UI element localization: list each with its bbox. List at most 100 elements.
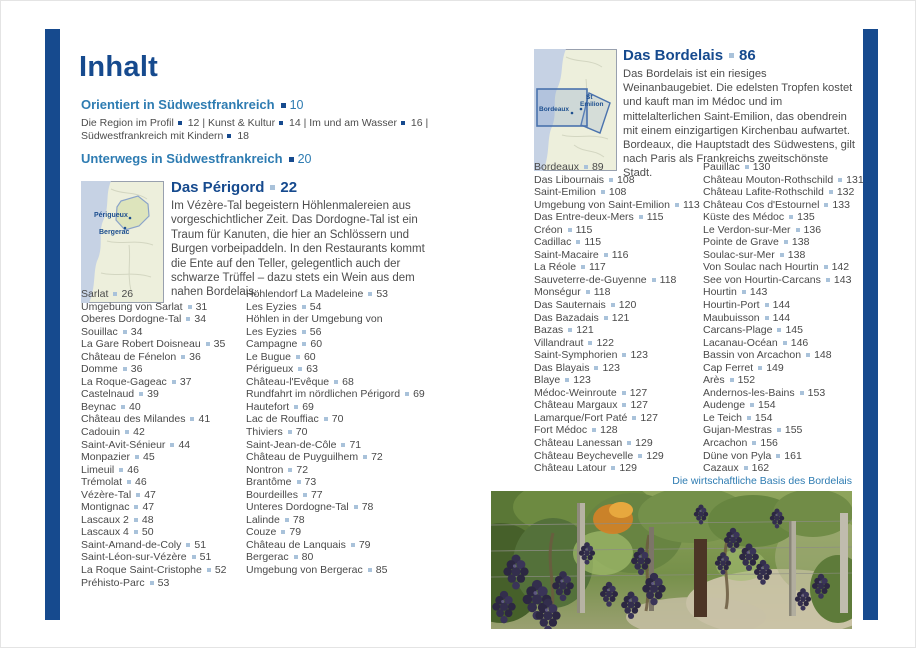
toc-entry-page-number: 118 — [593, 286, 611, 299]
toc-entry: Château Cos d'Estournel 133 — [703, 199, 861, 212]
bullet-square-icon — [135, 455, 140, 460]
toc-entry: Limeuil 46 — [81, 464, 244, 477]
toc-entry-label: Arcachon — [703, 437, 748, 450]
bullet-square-icon — [302, 342, 307, 347]
toc-entry-label: Thiviers — [246, 426, 283, 439]
bullet-square-icon — [799, 390, 804, 395]
bullet-square-icon — [795, 227, 800, 232]
toc-entry-label: See von Hourtin-Carcans — [703, 273, 821, 286]
toc-entry-label: Umgebung von Bergerac — [246, 564, 363, 577]
bullet-square-icon — [824, 202, 829, 207]
bullet-square-icon — [622, 353, 627, 358]
bullet-square-icon — [287, 430, 292, 435]
bullet-square-icon — [585, 290, 590, 295]
toc-entry-label: Carcans-Plage — [703, 324, 773, 337]
toc-entry-page-number: 56 — [309, 325, 322, 338]
bordelais-description: Das Bordelais ist ein riesiges Weinanbau… — [623, 68, 855, 180]
toc-entry: Bourdeilles 77 — [246, 489, 442, 502]
toc-entry-label: Couze — [246, 526, 277, 539]
toc-entry: Le Bugue 60 — [246, 351, 442, 364]
bullet-square-icon — [622, 403, 627, 408]
toc-entry-page-number: 156 — [760, 437, 778, 450]
toc-entry-page-number: 108 — [608, 186, 627, 199]
bullet-square-icon — [113, 292, 118, 296]
toc-entry: Von Soulac nach Hourtin 142 — [703, 261, 861, 274]
toc-entry: Höhlendorf La Madeleine 53 — [246, 288, 442, 301]
toc-entry: Das Libournais 108 — [534, 174, 702, 187]
bullet-square-icon — [651, 277, 656, 282]
toc-entry: Gujan-Mestras 155 — [703, 424, 861, 437]
toc-entry-page-number: 44 — [178, 438, 191, 451]
toc-entry: Pointe de Grave 138 — [703, 236, 861, 249]
toc-entry: Lamarque/Fort Paté 127 — [534, 412, 702, 425]
bullet-square-icon — [187, 304, 192, 309]
toc-entry-page-number: 48 — [141, 513, 154, 526]
bordelais-map: Bordeaux St Emilion — [534, 49, 617, 171]
toc-entry: La Roque Saint-Cristophe 52 — [81, 564, 244, 577]
photo-caption: Die wirtschaftliche Basis des Bordelais — [672, 475, 852, 487]
bullet-square-icon — [764, 315, 769, 320]
toc-entry-label: Montignac — [81, 501, 130, 514]
bullet-square-icon — [611, 466, 616, 471]
toc-column-bordelais-1: Bordeaux 89 Das Libournais 108 Saint-Emilion… — [534, 161, 702, 475]
toc-entry-label: Saint-Léon-sur-Vézère — [81, 551, 187, 564]
toc-entry-page-number: 69 — [413, 388, 425, 401]
bullet-square-icon — [281, 530, 286, 535]
toc-entry-page-number: 122 — [596, 336, 614, 349]
bullet-square-icon — [170, 442, 175, 447]
bordelais-block: Das Bordelais 86 Das Bordelais ist ein ri… — [623, 47, 857, 181]
toc-entry: La Réole 117 — [534, 261, 702, 274]
bullet-square-icon — [367, 568, 372, 573]
toc-entry-label: Pauillac — [703, 161, 740, 173]
toc-entry: Pauillac 130 — [703, 161, 861, 174]
toc-entry: Höhlen in der Umgebung von — [246, 313, 442, 326]
bullet-square-icon — [139, 392, 144, 397]
map-label-emilion: Emilion — [580, 101, 604, 108]
bullet-square-icon — [838, 177, 843, 182]
toc-entry-label: Lascaux 4 — [81, 526, 129, 539]
bullet-square-icon — [133, 517, 138, 522]
toc-entry: Monségur 118 — [534, 286, 702, 299]
toc-entry-page-number: 154 — [758, 399, 776, 412]
toc-entry-label: Créon — [534, 223, 563, 236]
toc-entry-label: Saint-Amand-de-Coly — [81, 538, 182, 551]
toc-entry-page-number: 144 — [772, 299, 791, 312]
toc-entry-page-number: 143 — [833, 273, 852, 286]
toc-entry-page-number: 128 — [600, 424, 618, 437]
toc-entry-label: Château de Fénelon — [81, 350, 177, 363]
bullet-square-icon — [149, 580, 154, 585]
toc-entry: Château Margaux 127 — [534, 399, 702, 412]
bullet-square-icon — [298, 367, 303, 372]
toc-entry: Blaye 123 — [534, 374, 702, 387]
bullet-square-icon — [122, 367, 127, 372]
toc-entry: Umgebung von Bergerac 85 — [246, 564, 442, 577]
bullet-square-icon — [565, 378, 570, 383]
toc-entry-label: Cadouin — [81, 426, 121, 439]
toc-entry-label: Saint-Jean-de-Côle — [246, 438, 337, 451]
toc-entry-page-number: 26 — [121, 288, 134, 300]
toc-entry: Das Blayais 123 — [534, 362, 702, 375]
toc-entry: Thiviers 70 — [246, 426, 442, 439]
toc-entry: Souillac 34 — [81, 326, 244, 339]
toc-entry-label: Umgebung von Sarlat — [81, 300, 183, 313]
toc-entry-label: Château Beychevelle — [534, 449, 634, 462]
toc-entry: Château de Fénelon 36 — [81, 351, 244, 364]
toc-entry-label: Cazaux — [703, 462, 739, 475]
toc-entry-label: Unteres Dordogne-Tal — [246, 501, 349, 514]
toc-entry-page-number: 31 — [195, 300, 208, 313]
toc-entry-page-number: 60 — [310, 338, 323, 351]
toc-entry: Cadillac 115 — [534, 236, 702, 249]
toc-entry: Küste des Médoc 135 — [703, 211, 861, 224]
toc-entry-label: Bassin von Arcachon — [703, 349, 802, 362]
toc-entry-page-number: 118 — [659, 273, 677, 286]
toc-entry: Maubuisson 144 — [703, 312, 861, 325]
toc-entry: Château Beychevelle 129 — [534, 450, 702, 463]
bullet-square-icon — [806, 353, 811, 358]
bullet-square-icon — [828, 190, 833, 195]
bullet-square-icon — [125, 430, 130, 435]
perigord-block: Das Périgord 22 Im Vézère-Tal begeistern … — [171, 179, 434, 300]
toc-entry-label: Domme — [81, 363, 118, 376]
bullet-square-icon — [621, 390, 626, 395]
toc-entry-page-number: 123 — [630, 349, 648, 362]
bordelais-heading: Das Bordelais 86 — [623, 47, 857, 64]
